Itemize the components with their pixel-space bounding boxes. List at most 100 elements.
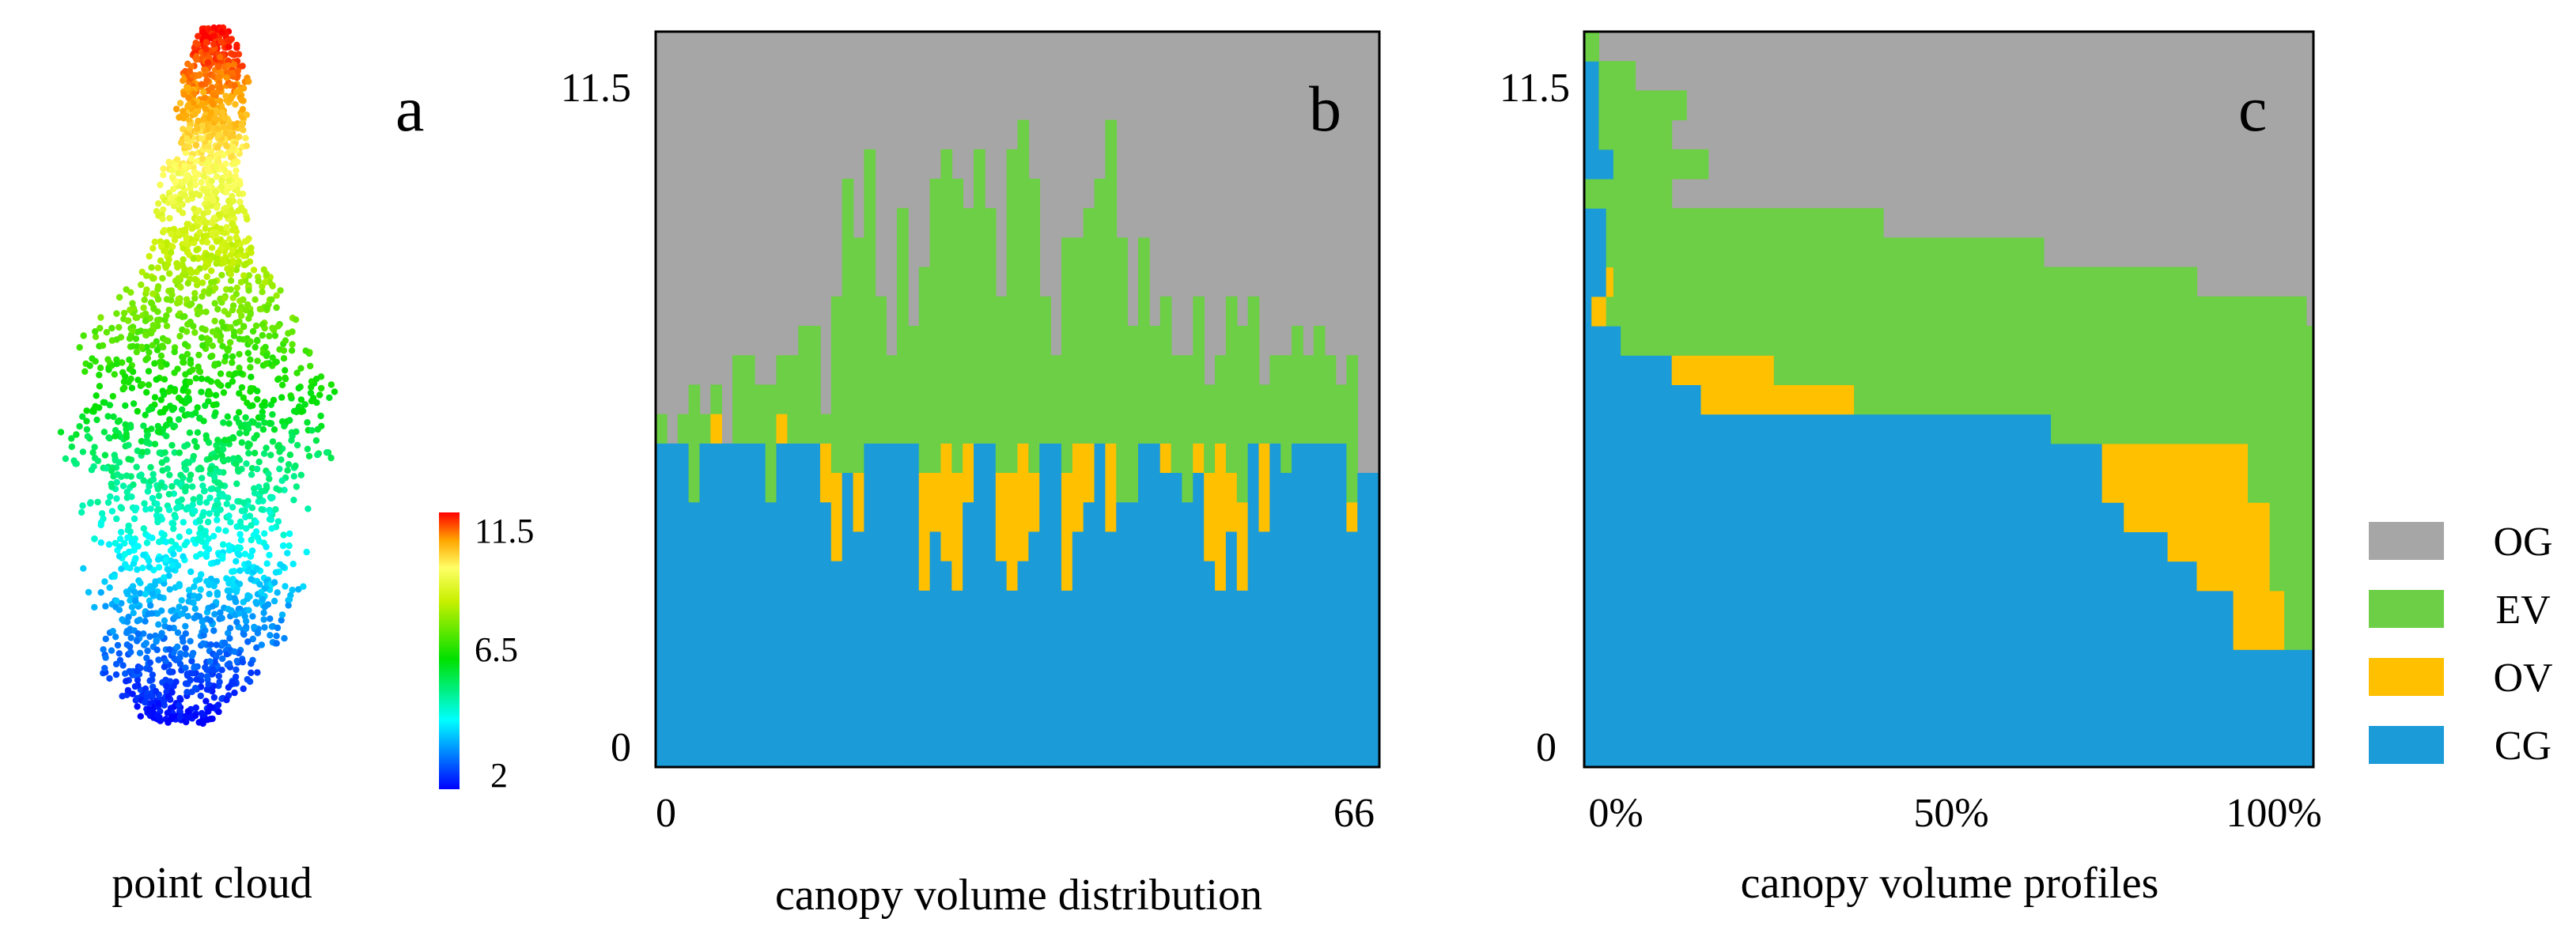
panel-b-cell-cg [809,443,821,767]
panel-b-cell-cg [995,561,1008,767]
panel-b-cell-cg [688,502,701,767]
panel-b: b 11.5 0 0 66 canopy volume distribution [561,30,1381,920]
panel-b-cell-ev [1138,237,1150,444]
panel-b-cell-cg [842,473,854,767]
panel-c-cell-ev [2269,531,2314,562]
panel-b-cell-cg [1193,473,1205,767]
panel-b-cell-cg [677,443,690,767]
panel-c-cell-cg [1584,326,1621,356]
panel-b-plot-area [656,32,1380,767]
panel-b-cell-cg [1028,531,1041,767]
panel-c-cell-ev [1621,326,2314,356]
panel-b-cell-cg [666,443,679,767]
panel-c-cell-ov [1606,266,1614,297]
panel-b-cell-cg [798,443,810,767]
panel-b-cell-ov [1017,443,1030,561]
panel-b-cell-ov [1204,473,1216,561]
panel-c-cell-cg [1584,414,2052,444]
panel-b-cell-ev [1006,149,1019,474]
panel-b-cell-cg [1346,531,1359,767]
legend-label-og: OG [2493,520,2552,565]
panel-c-cell-ov [2101,443,2249,474]
panel-b-cell-ev [1094,179,1106,444]
panel-b-cell-ev [1269,355,1282,444]
panel-b-cell-cg [1292,443,1303,767]
panel-b-cell-ov [963,443,974,503]
panel-b-cell-ev [1072,237,1084,444]
panel-b-xlabel: canopy volume distribution [775,871,1262,920]
panel-c-cell-ev [2051,414,2314,444]
panel-a-caption: point cloud [112,859,312,908]
panel-b-cell-cg [1225,531,1238,767]
panel-c-cell-cg [1584,649,2314,768]
panel-b-cell-ev [1116,237,1128,503]
panel-b-cell-ev [1028,179,1041,473]
panel-b-cell-ov [1225,473,1238,532]
panel-b-cell-cg [1247,443,1260,767]
panel-b-cell-cg [1335,443,1348,767]
panel-b-cell-ev [787,355,800,444]
panel-b-cell-ev [1148,326,1161,444]
panel-b-cell-cg [940,561,953,767]
panel-b-cell-cg [743,443,755,767]
legend-label-ev: EV [2495,588,2550,633]
panel-b-cell-ev [864,149,876,444]
legend-label-cg: CG [2495,724,2551,769]
panel-b-cell-ev [951,179,963,473]
panel-c-cell-ev [2269,502,2314,532]
panel-b-cell-ev [1105,119,1118,444]
panel-b-cell-ov [819,443,832,503]
legend-swatch-cg [2369,726,2444,764]
panel-c-frame [1583,30,2315,769]
panel-b-ytick-top: 11.5 [561,66,631,111]
panel-b-cell-cg [1236,590,1249,767]
panel-c-cell-ev [1613,266,2198,297]
panel-b-cell-ev [765,384,777,503]
panel-b-ytick-bottom: 0 [611,725,631,770]
panel-c-cell-ev [1598,61,1636,91]
panel-c-cell-ev [1773,355,2314,385]
panel-b-cell-ev [907,326,920,444]
panel-b-cell-ev [929,179,942,473]
panel-c-cell-cg [1584,208,1607,238]
panel-c-cell-ov [1591,296,1607,327]
panel-c-cell-ev [1854,384,2314,415]
panel-b-cell-ev [1258,384,1271,444]
panel-b-cell-cg [864,443,876,767]
panel-b-cell-ev [776,355,789,414]
panel-b-cell-cg [974,443,985,767]
panel-b-cell-ev [1159,296,1172,444]
panel-b-cell-ev [1215,355,1227,444]
panel-c-xtick-100: 100% [2226,791,2321,836]
panel-b-cell-cg [886,443,898,767]
panel-b-cell-ev [1346,355,1359,503]
panel-a-letter: a [395,73,424,145]
colorbar-mid-label: 6.5 [475,630,518,669]
panel-b-cell-cg [918,590,931,767]
panel-c-ytick-top: 11.5 [1500,66,1570,111]
panel-b-cell-cg [963,502,974,767]
panel-c-cell-cg [1584,531,2169,562]
panel-b-cell-cg [951,590,963,767]
panel-c-xtick-50: 50% [1913,791,1988,836]
panel-c: c 11.5 0 0% 50% 100% canopy volume profi… [1500,30,2322,908]
panel-b-cell-ev [1204,384,1216,473]
panel-b-cell-ov [853,473,865,532]
panel-b-cell-ov [776,414,789,444]
panel-b-cell-cg [1269,443,1282,767]
panel-c-cell-ov [2233,620,2285,650]
panel-b-cell-cg [929,531,942,767]
panel-b-cell-ev [1182,355,1194,503]
panel-b-cell-ov [1061,473,1073,591]
panel-b-cell-cg [1039,443,1051,767]
panel-c-cell-cg [1584,119,1600,150]
panel-b-cell-ev [1335,384,1348,444]
panel-b-cell-cg [721,443,733,767]
panel-b-cell-ev [710,384,722,414]
panel-c-cell-ev [1606,237,2045,268]
panel-b-cell-ev [1236,326,1249,503]
panel-b-cell-cg [984,443,997,767]
panel-c-cell-cg [1584,237,1607,268]
panel-b-cell-cg [710,443,722,767]
panel-b-cell-ev [1039,296,1051,444]
